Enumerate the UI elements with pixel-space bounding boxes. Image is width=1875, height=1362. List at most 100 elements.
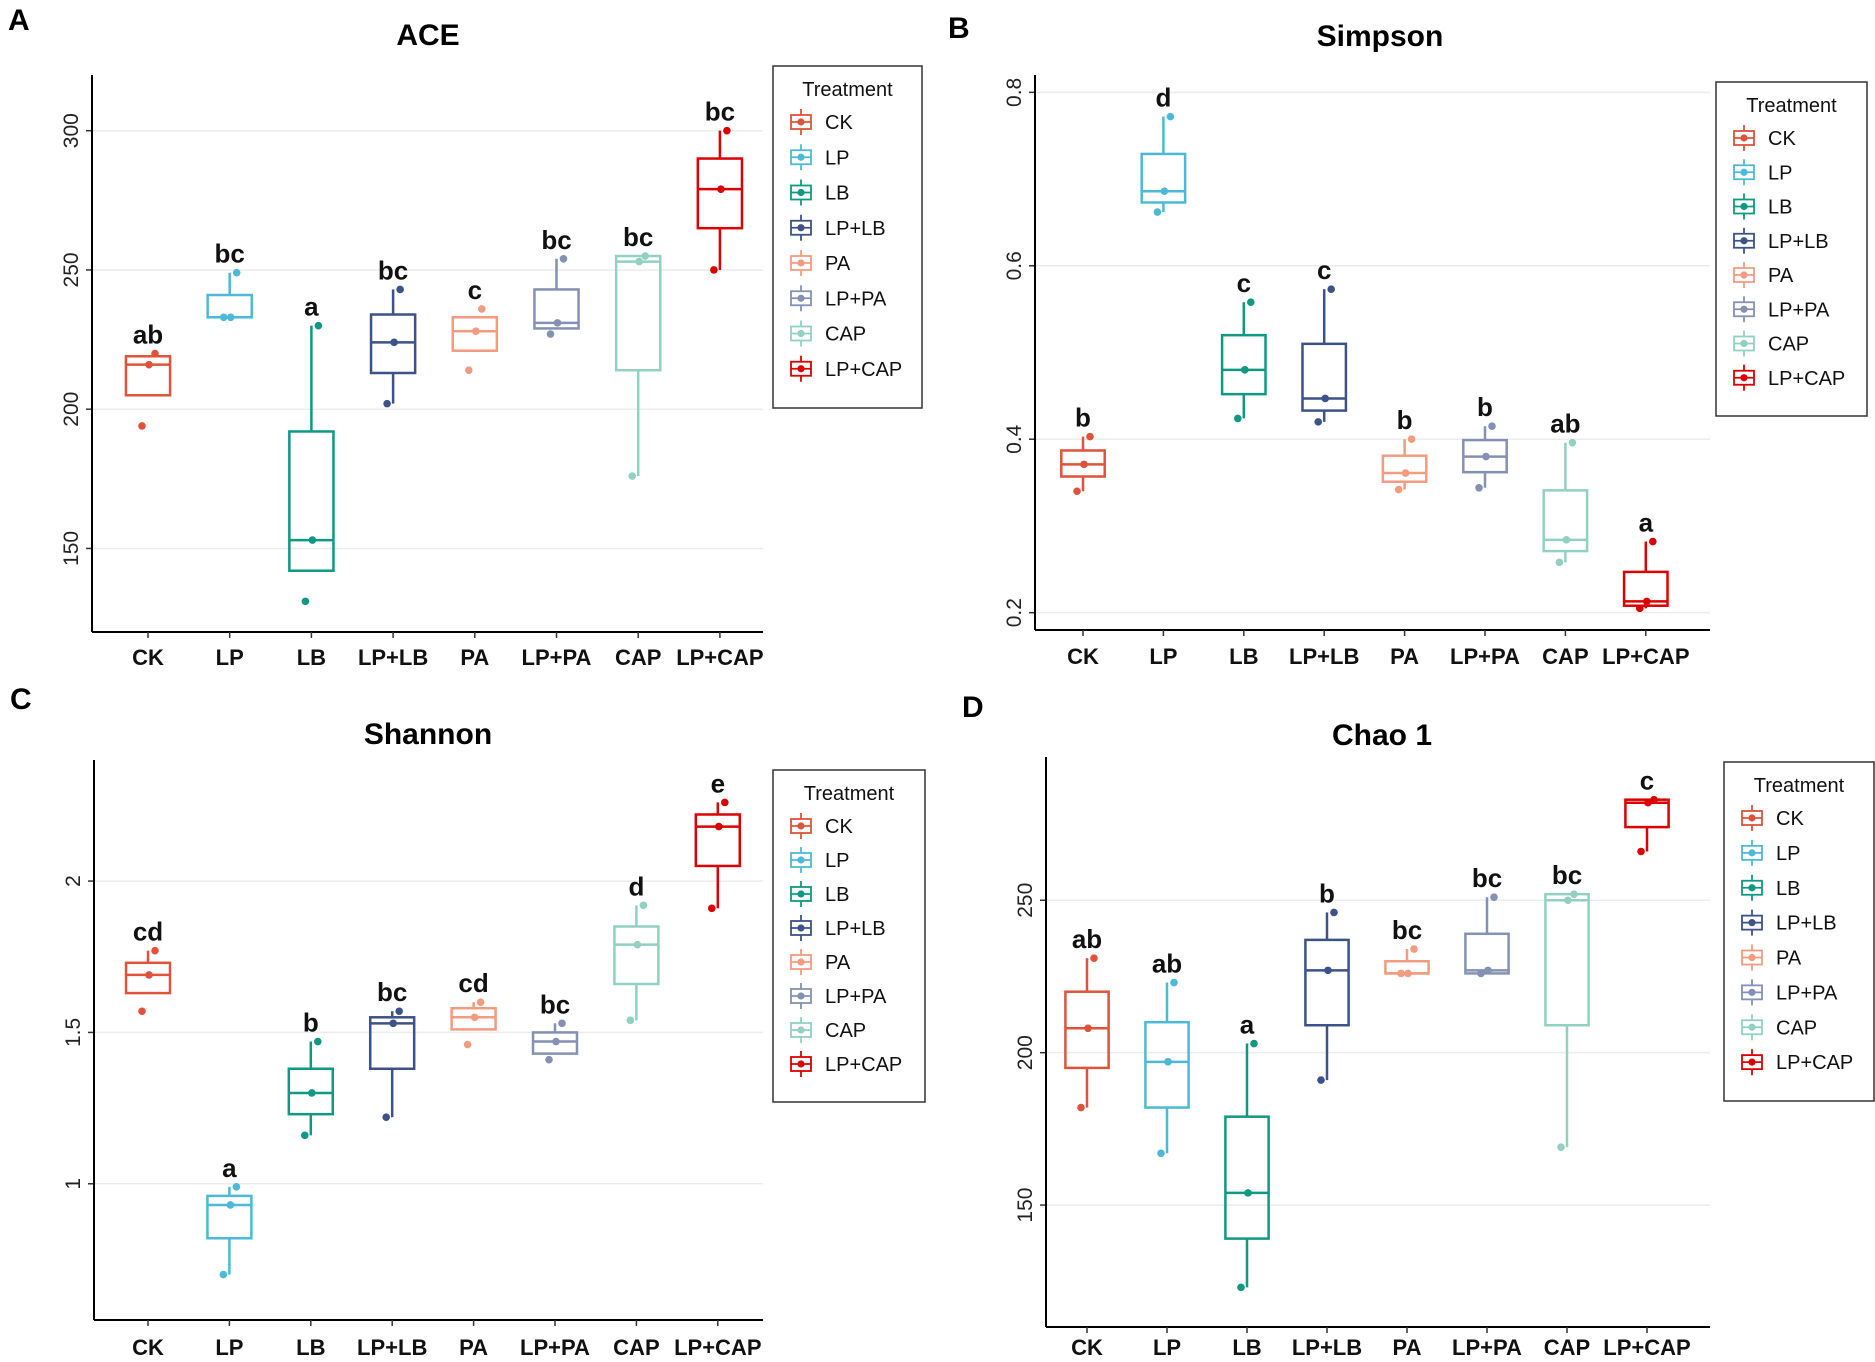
x-category-label: PA — [460, 645, 489, 670]
data-point — [708, 904, 716, 913]
significance-label: bc — [541, 225, 571, 255]
legend-key-point — [797, 958, 805, 966]
y-tick-label: 150 — [1014, 1188, 1037, 1223]
significance-label: b — [1397, 405, 1413, 435]
data-point — [1636, 604, 1644, 613]
legend-key-point — [1748, 849, 1756, 857]
data-point — [1244, 1189, 1252, 1197]
legend: Treatment CK LP LB LP+LB PA LP+PA CAP LP+CAP — [1715, 81, 1868, 417]
data-point — [1314, 418, 1322, 426]
legend-key-point — [1748, 1023, 1756, 1031]
legend-item-label: LP+LB — [825, 218, 886, 240]
panel-letter: C — [10, 683, 32, 716]
legend-key-ck — [1741, 805, 1763, 831]
significance-label: cd — [458, 968, 488, 998]
panel-ace: A ACE 150 200 250 300 ab CK bc LP a LB bc LP+LB c PA bc L… — [8, 4, 923, 670]
x-category-label: CAP — [613, 1335, 659, 1360]
data-point — [232, 268, 241, 277]
legend-item-label: LP — [1776, 843, 1800, 865]
legend-key-point — [797, 856, 805, 864]
data-point — [1170, 978, 1178, 987]
box-iqr — [1622, 570, 1669, 607]
data-point — [1324, 966, 1332, 975]
legend-key-point — [797, 224, 805, 232]
x-category-label: LP — [216, 645, 244, 670]
box-ck — [124, 349, 172, 430]
significance-label: bc — [1392, 915, 1422, 945]
data-point — [1090, 954, 1098, 962]
panel-simpson: B Simpson 0.2 0.4 0.6 0.8 b CK d LP c LB c LP+LB b PA b L… — [948, 12, 1868, 669]
box-iqr — [1064, 990, 1110, 1070]
data-point — [472, 327, 480, 336]
box-iqr — [1301, 342, 1348, 412]
legend-key-ck — [1733, 125, 1755, 151]
data-point — [717, 185, 725, 193]
data-point — [1330, 908, 1338, 917]
data-point — [314, 321, 323, 330]
legend-key-point — [1740, 168, 1748, 176]
legend-key-point — [1740, 134, 1748, 142]
box-lp-plus-cap — [1622, 537, 1669, 613]
legend-key-ck — [790, 109, 812, 135]
data-point — [219, 313, 228, 322]
data-point — [395, 1007, 404, 1016]
significance-label: bc — [705, 97, 735, 127]
significance-label: bc — [623, 222, 653, 252]
legend-key-point — [797, 153, 805, 161]
data-point — [558, 1019, 566, 1028]
legend-item-label: LB — [1768, 197, 1792, 219]
data-point — [389, 1019, 398, 1028]
legend-title: Treatment — [802, 79, 893, 101]
significance-label: c — [1640, 766, 1654, 796]
data-point — [1073, 487, 1081, 496]
legend-item-label: PA — [1776, 948, 1802, 970]
box-lp-plus-lb — [368, 1007, 416, 1121]
data-point — [1160, 187, 1169, 196]
box-iqr — [1304, 938, 1350, 1027]
data-point — [1084, 1024, 1092, 1033]
data-point — [1407, 435, 1416, 444]
box-ck — [1060, 432, 1106, 496]
legend-title: Treatment — [1746, 95, 1837, 117]
data-point — [308, 1089, 316, 1097]
legend-key-lp-plus-cap — [790, 355, 812, 382]
y-tick-label: 200 — [1014, 1035, 1037, 1070]
data-point — [390, 338, 398, 347]
box-lb — [287, 1037, 335, 1140]
x-category-label: CK — [132, 1335, 164, 1360]
data-point — [1649, 537, 1657, 546]
x-category-label: LB — [1232, 1335, 1261, 1360]
box-iqr — [1544, 892, 1590, 1027]
data-point — [145, 360, 153, 369]
significance-label: a — [1240, 1010, 1255, 1040]
data-point — [301, 1131, 309, 1140]
legend-item-label: LP+LB — [1768, 231, 1829, 253]
legend-key-pa — [1741, 944, 1763, 971]
panel-title: ACE — [396, 19, 459, 52]
data-point — [1153, 208, 1162, 216]
legend-key-cap — [790, 1017, 812, 1043]
x-category-label: CAP — [1544, 1335, 1590, 1360]
legend-item-label: PA — [825, 952, 851, 974]
box-ck — [124, 946, 172, 1016]
legend-item-label: LP+PA — [1776, 982, 1838, 1004]
legend-item-label: LB — [825, 183, 849, 205]
legend-item-label: PA — [1768, 265, 1794, 287]
significance-label: ab — [1152, 949, 1182, 979]
legend-key-lp-plus-lb — [790, 214, 812, 241]
box-iqr — [694, 813, 742, 868]
x-category-label: LP+PA — [1450, 644, 1520, 669]
data-point — [308, 536, 317, 544]
legend-item-label: CAP — [825, 1020, 866, 1042]
box-pa — [450, 998, 497, 1049]
box-iqr — [696, 157, 744, 230]
box-iqr — [1144, 1020, 1190, 1109]
x-category-label: LP+LB — [358, 645, 428, 670]
legend-key-lp — [1741, 839, 1763, 866]
x-category-label: LP+CAP — [1603, 1335, 1690, 1360]
significance-label: a — [1639, 508, 1654, 538]
data-point — [1077, 1103, 1085, 1112]
panel-title: Shannon — [364, 718, 492, 751]
legend-key-lp-plus-pa — [790, 285, 812, 312]
legend-key-ck — [790, 813, 812, 839]
